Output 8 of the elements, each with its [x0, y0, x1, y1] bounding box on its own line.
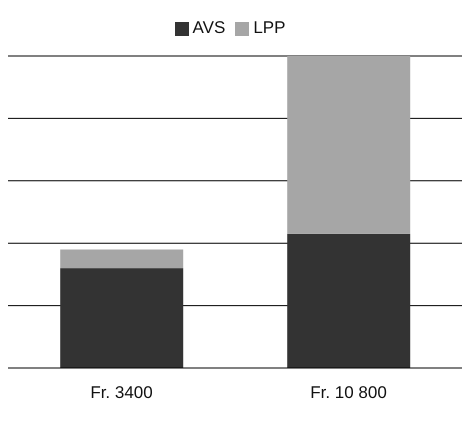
x-tick-label: Fr. 10 800	[310, 383, 387, 402]
bar	[287, 56, 410, 234]
bar	[60, 249, 184, 268]
x-tick-label: Fr. 3400	[90, 383, 153, 402]
legend-label: AVS	[192, 18, 226, 37]
bar	[287, 234, 410, 368]
bar	[60, 268, 184, 368]
legend-label: LPP	[253, 18, 286, 37]
